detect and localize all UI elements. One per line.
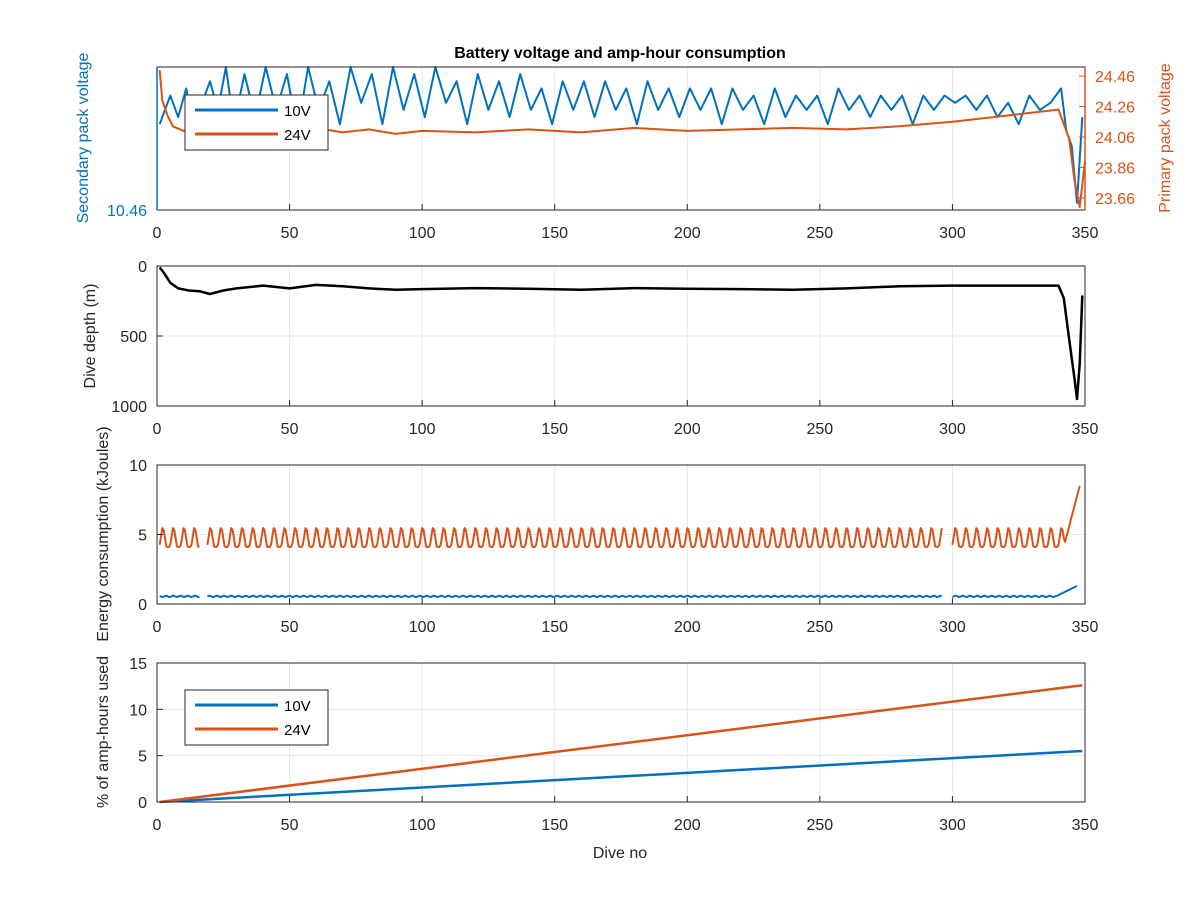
y-tick-label: 0	[138, 259, 147, 276]
x-tick-label: 300	[939, 225, 966, 242]
y-tick-label: 10.46	[107, 203, 147, 220]
x-tick-label: 250	[807, 619, 834, 636]
primary-voltage-axis-label: Primary pack voltage	[1157, 63, 1174, 212]
x-axis-label: Dive no	[593, 845, 647, 862]
energy-panel: 0 50 100 150 200 250 300 350 0 5 10 Energy consum…	[95, 426, 1098, 641]
x-tick-label: 200	[674, 619, 701, 636]
x-tick-label: 250	[807, 421, 834, 438]
amphours-legend-box	[184, 689, 329, 746]
x-tick-label: 200	[674, 225, 701, 242]
x-tick-label: 100	[409, 619, 436, 636]
amphours-y-ticks: 0 5 10 15	[129, 656, 147, 812]
y-tick-label: 10	[129, 458, 147, 475]
series-line-10v	[158, 66, 1084, 204]
energy-x-ticks: 0 50 100 150 200 250 300 350	[153, 619, 1099, 636]
depth-line	[158, 266, 1084, 401]
voltage-panel: 0 50 100 150 200 250 300 350 10.46 24.4624.2624…	[75, 53, 1174, 242]
energy-lines	[158, 485, 1081, 598]
amphours-panel: 0 50 100 150 200 250 300 350 0 5 10 15 % of amp-ho…	[95, 656, 1098, 862]
depth-x-ticks: 0 50 100 150 200 250 300 350	[153, 421, 1099, 438]
x-tick-label: 100	[409, 817, 436, 834]
x-tick-label: 300	[939, 619, 966, 636]
x-tick-label: 50	[281, 421, 299, 438]
y-tick-label: 5	[138, 749, 147, 766]
energy-axes	[156, 464, 1086, 605]
x-tick-label: 300	[939, 421, 966, 438]
x-tick-label: 250	[807, 817, 834, 834]
x-tick-label: 200	[674, 817, 701, 834]
x-tick-label: 350	[1072, 619, 1099, 636]
voltage-right-y-ticks: 24.46 24.26 24.06 23.86 23.66	[1095, 69, 1135, 208]
depth-panel: 0 50 100 150 200 250 300 350 0 500 1000 Dive dept…	[82, 259, 1098, 438]
energy-line-10v-seg2	[952, 585, 1078, 598]
x-tick-label: 150	[541, 619, 568, 636]
energy-axis-label: Energy consumption (kJoules)	[95, 426, 112, 641]
voltage-legend: 10V 24V	[184, 94, 329, 151]
x-tick-label: 150	[541, 421, 568, 438]
energy-line-10v-seg0	[159, 594, 200, 598]
axes-box	[156, 265, 1086, 407]
right-y-tick-label: 24.46	[1095, 69, 1135, 86]
energy-line-10v-seg1	[206, 594, 942, 598]
x-tick-label: 350	[1072, 421, 1099, 438]
figure-title: Battery voltage and amp-hour consumption	[454, 45, 786, 62]
x-tick-label: 350	[1072, 817, 1099, 834]
legend-label-24v: 24V	[284, 722, 311, 739]
x-tick-label: 0	[153, 225, 162, 242]
energy-line-24v-seg2	[951, 485, 1081, 548]
right-y-tick-label: 23.66	[1095, 191, 1135, 208]
x-tick-label: 350	[1072, 225, 1099, 242]
x-tick-label: 50	[281, 817, 299, 834]
depth-axes	[156, 265, 1086, 407]
amphours-line-24v	[159, 683, 1083, 804]
x-tick-label: 100	[409, 225, 436, 242]
x-tick-label: 200	[674, 421, 701, 438]
right-y-tick-label: 24.06	[1095, 130, 1135, 147]
y-tick-label: 10	[129, 702, 147, 719]
amphours-axis-label: % of amp-hours used	[95, 656, 112, 808]
axes-box	[156, 464, 1086, 605]
x-tick-label: 0	[153, 421, 162, 438]
x-tick-label: 0	[153, 619, 162, 636]
voltage-legend-box	[184, 94, 329, 151]
voltage-left-y-ticks: 10.46	[107, 203, 147, 220]
amphours-lines	[159, 683, 1083, 804]
y-tick-label: 15	[129, 656, 147, 673]
amphours-legend: 10V 24V	[184, 689, 329, 746]
legend-label-24v: 24V	[284, 127, 311, 144]
x-tick-label: 300	[939, 817, 966, 834]
x-tick-label: 50	[281, 225, 299, 242]
y-tick-label: 500	[120, 329, 147, 346]
x-tick-label: 250	[807, 225, 834, 242]
x-tick-label: 50	[281, 619, 299, 636]
x-tick-label: 0	[153, 817, 162, 834]
legend-label-10v: 10V	[284, 103, 311, 120]
amphours-x-ticks: 0 50 100 150 200 250 300 350	[153, 817, 1099, 834]
x-tick-label: 150	[541, 817, 568, 834]
y-tick-label: 0	[138, 795, 147, 812]
depth-y-ticks: 0 500 1000	[111, 259, 147, 416]
depth-axis-label: Dive depth (m)	[82, 284, 99, 389]
secondary-voltage-axis-label: Secondary pack voltage	[75, 53, 92, 224]
y-tick-label: 0	[138, 597, 147, 614]
amphours-line-10v	[159, 749, 1083, 804]
x-tick-label: 150	[541, 225, 568, 242]
y-tick-label: 5	[138, 528, 147, 545]
voltage-x-ticks: 0 50 100 150 200 250 300 350	[153, 225, 1099, 242]
axes-box	[156, 662, 1086, 803]
energy-y-ticks: 0 5 10	[129, 458, 147, 614]
depth-lines	[158, 266, 1084, 401]
x-tick-label: 100	[409, 421, 436, 438]
energy-line-24v-seg0	[158, 527, 200, 548]
voltage-axes	[156, 66, 1086, 211]
energy-line-24v-seg1	[206, 527, 943, 548]
y-tick-label: 1000	[111, 399, 147, 416]
energy-grid	[156, 464, 1086, 605]
legend-label-10v: 10V	[284, 698, 311, 715]
right-y-tick-label: 23.86	[1095, 160, 1135, 177]
right-y-tick-label: 24.26	[1095, 100, 1135, 117]
amphours-axes	[156, 662, 1086, 803]
